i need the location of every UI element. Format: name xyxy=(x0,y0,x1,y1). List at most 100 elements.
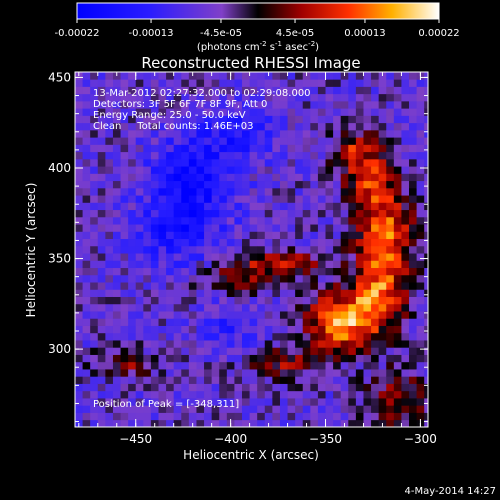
heatmap-cell xyxy=(355,260,364,269)
heatmap-cell xyxy=(112,93,121,102)
heatmap-cell xyxy=(249,340,258,348)
heatmap-cell xyxy=(196,303,205,312)
heatmap-cell xyxy=(158,202,167,211)
heatmap-cell xyxy=(196,412,205,421)
colorbar xyxy=(76,2,440,20)
heatmap-cell xyxy=(378,238,387,247)
heatmap-cell xyxy=(279,369,288,377)
heatmap-cell xyxy=(363,347,372,355)
heatmap-cell xyxy=(287,216,296,225)
heatmap-cell xyxy=(196,202,205,211)
heatmap-cell xyxy=(371,311,380,319)
heatmap-cell xyxy=(112,166,121,174)
heatmap-cell xyxy=(234,238,243,247)
heatmap-cell xyxy=(105,311,114,319)
heatmap-cell xyxy=(82,289,91,297)
heatmap-cell xyxy=(348,383,357,392)
heatmap-cell xyxy=(264,108,273,116)
heatmap-cell xyxy=(143,347,152,355)
heatmap-cell xyxy=(393,238,402,247)
heatmap-cell xyxy=(219,166,228,174)
heatmap-cell xyxy=(173,405,182,413)
heatmap-cell xyxy=(75,180,83,189)
heatmap-cell xyxy=(150,245,159,254)
heatmap-cell xyxy=(150,318,159,326)
heatmap-cell xyxy=(317,340,326,348)
heatmap-cell xyxy=(310,180,319,189)
heatmap-cell xyxy=(166,253,175,261)
heatmap-cell xyxy=(173,267,182,276)
heatmap-cell xyxy=(211,209,220,218)
heatmap-cell xyxy=(82,144,91,153)
heatmap-cell xyxy=(188,166,197,174)
heatmap-cell xyxy=(158,274,167,283)
heatmap-cell xyxy=(181,303,190,312)
heatmap-cell xyxy=(242,216,250,225)
heatmap-cell xyxy=(257,361,266,370)
heatmap-cell xyxy=(143,86,152,95)
heatmap-cell xyxy=(386,72,395,80)
heatmap-cell xyxy=(173,340,182,348)
heatmap-cell xyxy=(257,224,266,232)
heatmap-cell xyxy=(90,151,99,160)
heatmap-cell xyxy=(143,238,152,247)
heatmap-cell xyxy=(333,216,342,225)
heatmap-cell xyxy=(128,79,137,87)
heatmap-cell xyxy=(287,209,296,218)
heatmap-cell xyxy=(158,311,167,319)
heatmap-cell xyxy=(211,238,220,247)
heatmap-cell xyxy=(333,369,342,377)
heatmap-cell xyxy=(257,93,266,102)
heatmap-cell xyxy=(355,332,364,341)
heatmap-cell xyxy=(143,383,152,392)
heatmap-cell xyxy=(82,245,91,254)
heatmap-cell xyxy=(150,173,159,182)
heatmap-cell xyxy=(75,202,83,211)
heatmap-cell xyxy=(181,202,190,211)
heatmap-cell xyxy=(264,216,273,225)
heatmap-cell xyxy=(211,129,220,138)
heatmap-cell xyxy=(128,100,137,109)
heatmap-cell xyxy=(75,115,83,124)
heatmap-cell xyxy=(120,318,129,326)
heatmap-cell xyxy=(310,86,319,95)
heatmap-cell xyxy=(295,238,304,247)
heatmap-cell xyxy=(204,369,213,377)
heatmap-cell xyxy=(416,151,425,160)
heatmap-cell xyxy=(393,332,402,341)
heatmap-cell xyxy=(82,274,91,283)
heatmap-cell xyxy=(112,325,121,334)
heatmap-cell xyxy=(272,325,281,334)
heatmap-cell xyxy=(234,93,243,102)
heatmap-cell xyxy=(424,398,428,406)
heatmap-cell xyxy=(279,419,288,427)
heatmap-cell xyxy=(143,72,152,80)
heatmap-cell xyxy=(333,173,342,182)
heatmap-cell xyxy=(257,282,266,290)
heatmap-cell xyxy=(272,253,281,261)
heatmap-cell xyxy=(310,151,319,160)
heatmap-cell xyxy=(295,376,304,384)
heatmap-cell xyxy=(272,166,281,174)
heatmap-cell xyxy=(340,158,349,167)
heatmap-cell xyxy=(112,347,121,355)
heatmap-cell xyxy=(363,376,372,384)
heatmap-cell xyxy=(249,260,258,269)
heatmap-cell xyxy=(378,398,387,406)
heatmap-cell xyxy=(424,224,428,232)
heatmap-cell xyxy=(424,267,428,276)
heatmap-cell xyxy=(219,180,228,189)
heatmap-cell xyxy=(211,72,220,80)
heatmap-cell xyxy=(416,158,425,167)
heatmap-cell xyxy=(226,180,235,189)
heatmap-cell xyxy=(333,398,342,406)
heatmap-cell xyxy=(143,79,152,87)
heatmap-cell xyxy=(257,260,266,269)
heatmap-cell xyxy=(272,231,281,240)
heatmap-cell xyxy=(409,137,418,145)
heatmap-cell xyxy=(97,129,106,138)
heatmap-cell xyxy=(143,274,152,283)
heatmap-cell xyxy=(257,325,266,334)
heatmap-cell xyxy=(340,296,349,305)
heatmap-cell xyxy=(143,267,152,276)
